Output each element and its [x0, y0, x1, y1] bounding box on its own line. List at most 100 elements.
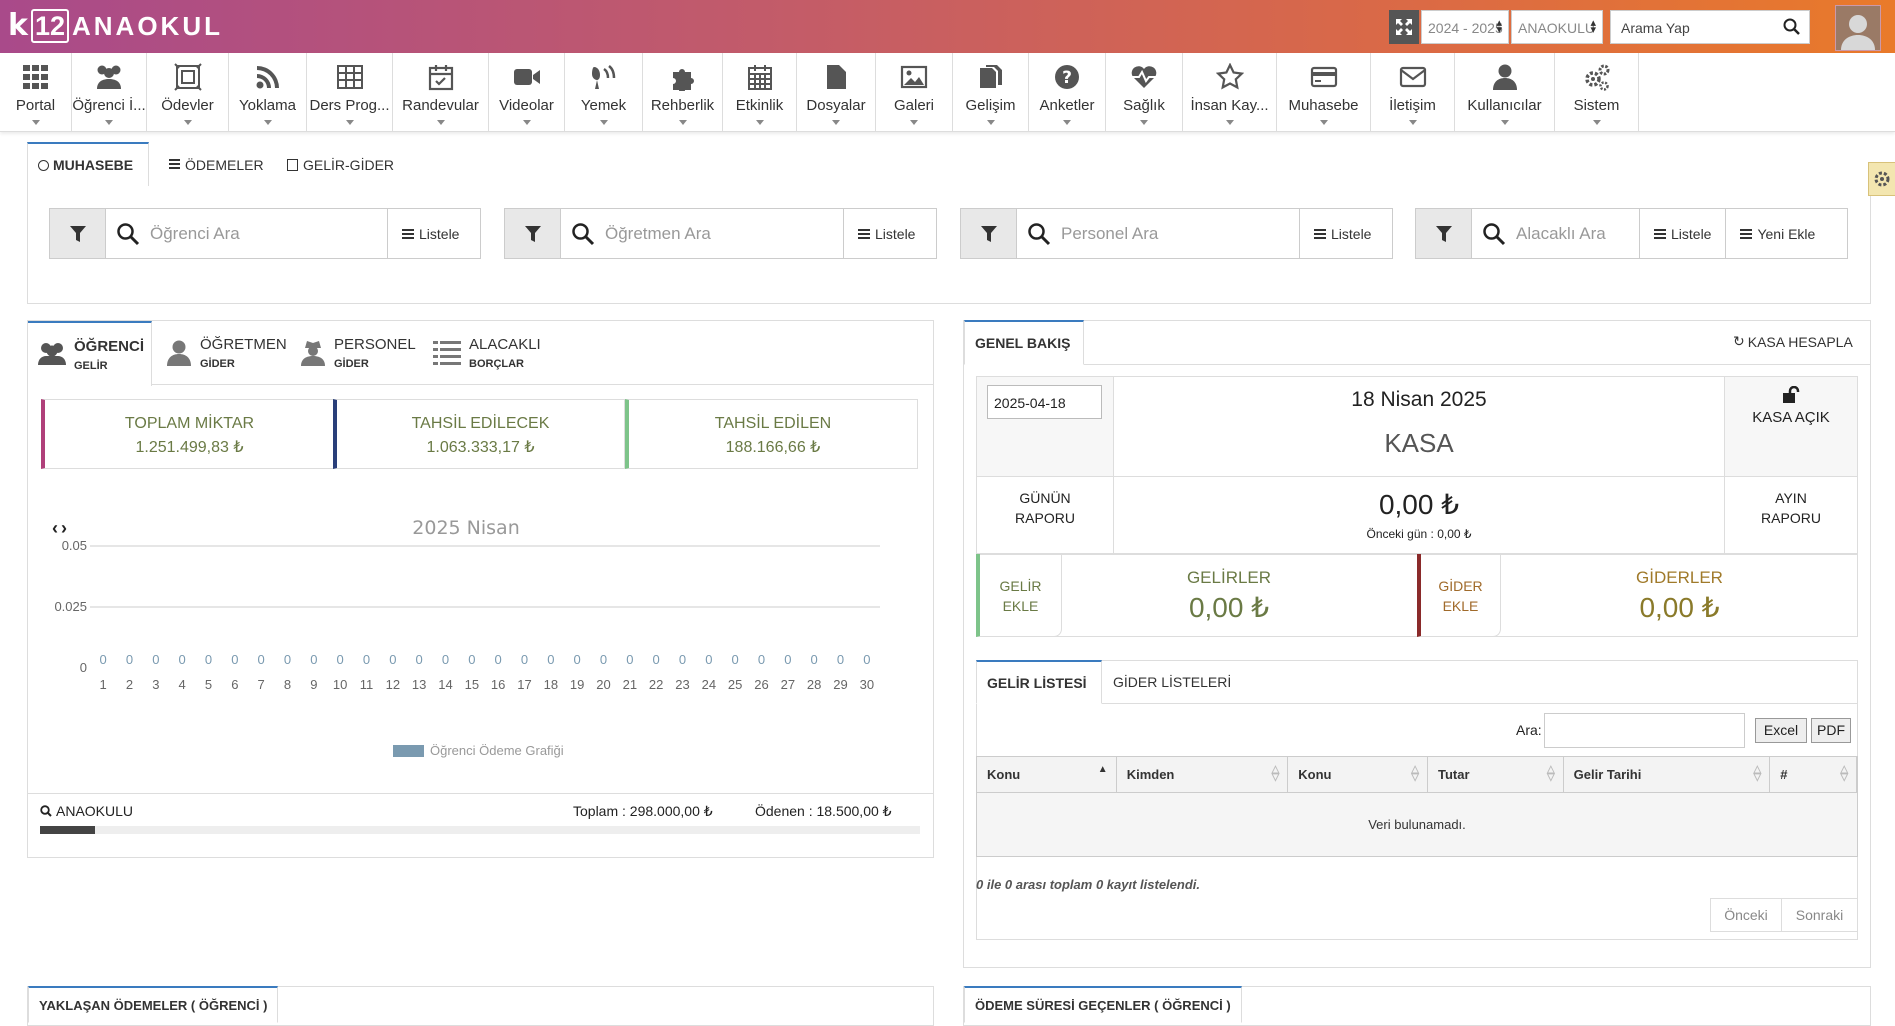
data-label: 0 — [600, 652, 607, 667]
tab-ogrenci-title: ÖĞRENCİ — [74, 337, 145, 355]
next-page-button[interactable]: Sonraki — [1781, 898, 1858, 932]
list-search-input[interactable] — [1544, 713, 1745, 748]
filter-button[interactable] — [505, 209, 561, 258]
nav-item-question[interactable]: ? Anketler — [1029, 53, 1106, 131]
nav-item-star[interactable]: İnsan Kay... — [1183, 53, 1277, 131]
staff-search-input[interactable]: Personel Ara — [1017, 209, 1300, 258]
logo-number: 12 — [30, 9, 69, 43]
tab-gelir-listesi[interactable]: GELİR LİSTESİ — [976, 660, 1102, 704]
student-list-button[interactable]: Listele — [388, 209, 473, 258]
table-header-cell[interactable]: Konu △ ▽ — [1288, 757, 1428, 792]
filter-button[interactable] — [50, 209, 106, 258]
app-logo[interactable]: k 12 ANAOKUL — [8, 8, 223, 44]
nav-item-label: Gelişim — [965, 97, 1016, 114]
tab-muhasebe[interactable]: MUHASEBE — [27, 142, 149, 187]
tab-ogrenci-sub: GELİR — [74, 359, 108, 372]
tab-suresi-gecenler[interactable]: ÖDEME SÜRESİ GEÇENLER ( ÖĞRENCİ ) — [964, 986, 1242, 1023]
tab-gelir-listesi-label: GELİR LİSTESİ — [987, 674, 1087, 691]
x-tick-label: 29 — [833, 677, 847, 692]
nav-item-calendar[interactable]: Etkinlik — [723, 53, 797, 131]
tab-gider-listeleri[interactable]: GİDER LİSTELERİ — [1103, 660, 1241, 704]
x-tick-label: 19 — [570, 677, 584, 692]
school-filter[interactable]: ANAOKULU — [40, 803, 133, 819]
list-button-label: Listele — [419, 225, 460, 242]
add-income-button[interactable]: GELİR EKLE — [976, 554, 1062, 637]
nav-item-heartbeat[interactable]: Sağlık — [1106, 53, 1183, 131]
nav-item-user[interactable]: Kullanıcılar — [1455, 53, 1555, 131]
column-label: Kimden — [1126, 767, 1175, 782]
ekle-text: EKLE — [1002, 598, 1039, 614]
nav-item-label: Randevular — [402, 97, 479, 114]
chevron-down-icon — [105, 120, 113, 125]
chart-prev-next[interactable]: ‹ › — [52, 518, 67, 538]
data-label: 0 — [258, 652, 265, 667]
tab-genel-bakis[interactable]: GENEL BAKIŞ — [964, 320, 1084, 365]
tab-ogrenci-gelir[interactable]: ÖĞRENCİ GELİR — [28, 321, 152, 386]
year-select[interactable]: 2024 - 2025 ▴ ▾ — [1421, 10, 1509, 44]
nav-item-credit-card[interactable]: Muhasebe — [1277, 53, 1371, 131]
search-icon[interactable] — [1783, 18, 1801, 36]
column-label: Gelir Tarihi — [1573, 767, 1642, 782]
global-search-input[interactable]: Arama Yap — [1610, 10, 1810, 44]
prev-page-button[interactable]: Önceki — [1710, 898, 1782, 932]
nav-item-cogs[interactable]: Sistem — [1555, 53, 1639, 131]
grid-icon — [22, 65, 48, 89]
table-header-cell[interactable]: Tutar △ ▽ — [1428, 757, 1564, 792]
year-select-value: 2024 - 2025 — [1428, 20, 1503, 36]
add-creditor-button[interactable]: Yeni Ekle — [1726, 209, 1829, 258]
student-search-input[interactable]: Öğrenci Ara — [106, 209, 388, 258]
tab-personel-sub: GİDER — [334, 357, 369, 370]
nav-item-file[interactable]: Dosyalar — [797, 53, 876, 131]
list-icon — [433, 340, 461, 365]
school-select[interactable]: ANAOKULU ▴ ▾ — [1511, 10, 1603, 44]
table-header-cell[interactable]: Kimden △ ▽ — [1117, 757, 1289, 792]
nav-item-homework[interactable]: Ödevler — [147, 53, 229, 131]
nav-item-copy[interactable]: Gelişim — [953, 53, 1029, 131]
nav-item-envelope[interactable]: İletişim — [1371, 53, 1455, 131]
tab-alacakli-borclar[interactable]: ALACAKLI BORÇLAR — [425, 321, 555, 384]
calendar-small-icon — [169, 159, 180, 170]
tab-yaklasan-odemeler[interactable]: YAKLAŞAN ÖDEMELER ( ÖĞRENCİ ) — [28, 986, 279, 1023]
table-header-cell[interactable]: Gelir Tarihi △ ▽ — [1564, 757, 1771, 792]
teacher-list-button[interactable]: Listele — [844, 209, 929, 258]
nav-item-table[interactable]: Ders Prog... — [307, 53, 393, 131]
x-tick-label: 4 — [179, 677, 186, 692]
date-input[interactable]: 2025-04-18 — [987, 385, 1102, 419]
teacher-search-input[interactable]: Öğretmen Ara — [561, 209, 844, 258]
table-header-cell[interactable]: # △ ▽ — [1770, 757, 1858, 792]
data-label: 0 — [389, 652, 396, 667]
creditor-list-button[interactable]: Listele — [1640, 209, 1727, 258]
nav-item-image[interactable]: Galeri — [876, 53, 953, 131]
settings-side-tab[interactable] — [1868, 162, 1895, 196]
filter-button[interactable] — [961, 209, 1017, 258]
tab-gelir-gider[interactable]: GELİR-GİDER — [277, 142, 404, 187]
tab-personel-gider[interactable]: PERSONEL GİDER — [292, 321, 422, 384]
user-avatar[interactable] — [1835, 5, 1881, 51]
nav-item-grid[interactable]: Portal — [0, 53, 72, 131]
pdf-button[interactable]: PDF — [1811, 718, 1851, 743]
creditor-search-input[interactable]: Alacaklı Ara — [1472, 209, 1640, 258]
nav-item-food[interactable]: Yemek — [565, 53, 643, 131]
teacher-search-group: Öğretmen Ara Listele — [504, 208, 937, 259]
data-label: 0 — [337, 652, 344, 667]
nav-item-rss[interactable]: Yoklama — [229, 53, 307, 131]
tab-ogretmen-gider[interactable]: ÖĞRETMEN GİDER — [158, 321, 288, 384]
nav-item-calendar-check[interactable]: Randevular — [393, 53, 489, 131]
nav-item-video[interactable]: Videolar — [489, 53, 565, 131]
staff-list-button[interactable]: Listele — [1300, 209, 1385, 258]
monthly-report-cell[interactable] — [1724, 476, 1858, 554]
excel-button[interactable]: Excel — [1755, 718, 1807, 743]
filter-button[interactable] — [1416, 209, 1472, 258]
svg-text:?: ? — [1062, 68, 1072, 88]
column-label: Tutar — [1437, 767, 1470, 782]
nav-item-puzzle[interactable]: Rehberlik — [643, 53, 723, 131]
search-icon — [117, 223, 140, 246]
nav-item-users[interactable]: Öğrenci İ... — [72, 53, 147, 131]
kasa-hesapla-button[interactable]: ↻ KASA HESAPLA — [1733, 333, 1853, 350]
tab-odemeler[interactable]: ÖDEMELER — [159, 142, 274, 187]
add-expense-button[interactable]: GİDER EKLE — [1417, 554, 1501, 637]
table-header-cell[interactable]: Konu ▲ — [977, 757, 1117, 792]
fullscreen-button[interactable] — [1389, 10, 1419, 44]
homework-icon — [173, 63, 202, 91]
nav-item-label: Ders Prog... — [309, 97, 390, 114]
